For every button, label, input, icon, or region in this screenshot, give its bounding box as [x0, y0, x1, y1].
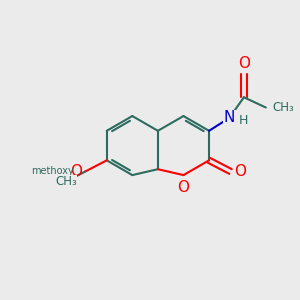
- Text: CH₃: CH₃: [56, 175, 77, 188]
- Text: N: N: [224, 110, 235, 125]
- Text: O: O: [238, 56, 250, 71]
- Text: O: O: [178, 180, 190, 195]
- Text: O: O: [234, 164, 246, 179]
- Text: methoxy: methoxy: [31, 167, 74, 176]
- Text: CH₃: CH₃: [272, 101, 294, 114]
- Text: H: H: [238, 114, 248, 127]
- Text: O: O: [70, 164, 82, 179]
